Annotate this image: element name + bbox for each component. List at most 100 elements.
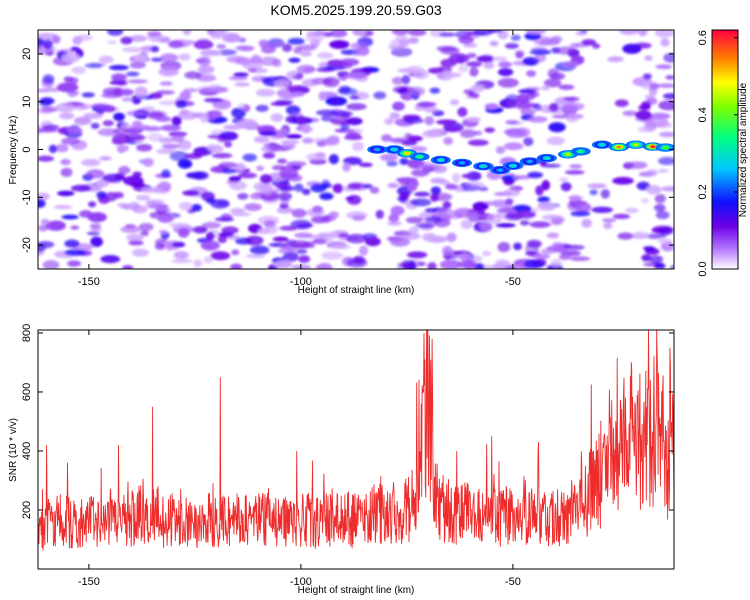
colorbar-tick-label: 0.0 [697, 261, 709, 276]
spectrogram-noise-blob [242, 60, 263, 70]
spectrogram-x-ticks: -150 -100 -50 [78, 30, 521, 288]
spectrogram-noise-blob [171, 116, 182, 126]
spectrogram-noise-blob [271, 164, 286, 171]
spectrogram-noise-blob [102, 120, 114, 127]
spectrogram-noise-blob [329, 40, 350, 49]
spectrogram-noise-blob [84, 63, 103, 69]
spectrogram-noise-blob [190, 204, 202, 212]
spectrogram-noise-blob [317, 262, 333, 269]
spectrogram-signal-track [367, 140, 674, 175]
spectrogram-noise-blob [350, 42, 368, 50]
spectrogram-noise-blob [649, 82, 660, 90]
spectrogram-noise-blob [661, 241, 674, 252]
signal-track-point [510, 164, 516, 168]
signal-track-point [480, 164, 486, 168]
spectrogram-noise-blob [184, 71, 202, 79]
colorbar: 0.0 0.2 0.4 0.6 Normalized spectral amplitu… [697, 29, 749, 277]
spectrogram-noise-blob [132, 205, 148, 214]
spectrogram-noise-blob [269, 135, 279, 141]
spectrogram-noise-blob [210, 86, 229, 93]
spectrogram-noise-blob [660, 38, 670, 47]
spectrogram-noise-blob [256, 165, 265, 171]
y-tick-label: 20 [21, 48, 33, 60]
spectrogram-noise-blob [106, 40, 118, 45]
spectrogram-noise-blob [466, 61, 483, 67]
spectrogram-noise-blob [525, 30, 546, 35]
spectrogram-noise-blob [395, 177, 418, 183]
spectrogram-noise-blob [192, 226, 208, 234]
spectrogram-noise-blob [38, 155, 54, 162]
y-tick-label: 10 [21, 96, 33, 108]
spectrogram-noise-blob [306, 208, 325, 217]
spectrogram-noise-blob [655, 64, 673, 70]
spectrogram-noise-blob [83, 112, 103, 120]
spectrogram-noise-blob [306, 153, 327, 161]
snr-y-ticks: 200 400 600 800 [21, 324, 674, 519]
spectrogram-noise-blob [169, 222, 190, 229]
spectrogram-noise-blob [665, 75, 674, 80]
spectrogram-noise-blob [537, 196, 550, 203]
spectrogram-noise-blob [463, 260, 477, 269]
spectrogram-noise-blob [60, 167, 73, 177]
spectrogram-noise-blob [445, 183, 458, 190]
spectrogram-noise-blob [67, 260, 82, 267]
spectrogram-noise-blob [116, 79, 128, 86]
spectrogram-noise-blob [404, 133, 413, 139]
spectrogram-noise-blob [193, 259, 203, 268]
spectrogram-noise-blob [345, 196, 355, 201]
spectrogram-noise-blob [662, 93, 674, 100]
spectrogram-noise-blob [259, 56, 280, 66]
spectrogram-noise-blob [484, 127, 496, 133]
spectrogram-noise-blob [208, 144, 224, 153]
x-tick-label: -100 [290, 276, 312, 288]
spectrogram-noise-blob [346, 257, 368, 268]
spectrogram-noise-blob [658, 156, 674, 166]
spectrogram-noise-blob [424, 116, 435, 126]
spectrogram-noise-blob [160, 53, 179, 63]
spectrogram-noise-blob [79, 210, 93, 218]
spectrogram-noise-blob [111, 73, 128, 81]
spectrogram-noise-blob [112, 191, 124, 199]
spectrogram-noise-blob [102, 87, 124, 95]
spectrogram-noise-blob [443, 137, 454, 145]
spectrogram-noise-blob [471, 92, 480, 99]
spectrogram-noise-blob [282, 251, 299, 262]
spectrogram-noise-blob [487, 173, 502, 178]
spectrogram-noise-blob [346, 117, 363, 126]
spectrogram-noise-blob [193, 40, 214, 50]
spectrogram-noise-blob [479, 221, 493, 232]
spectrogram-noise-blob [418, 161, 436, 170]
spectrogram-noise-blob [399, 38, 410, 47]
spectrogram-noise-blob [386, 160, 398, 167]
spectrogram-noise-blob [61, 214, 79, 220]
spectrogram-noise-blob [352, 51, 363, 57]
spectrogram-noise-blob [589, 189, 598, 196]
spectrogram-noise-blob [228, 76, 248, 81]
snr-frame [37, 329, 675, 570]
spectrogram-noise-blob [646, 185, 662, 195]
spectrogram-noise-blob [568, 195, 582, 202]
spectrogram-noise-blob [437, 65, 453, 74]
spectrogram-noise-blob [636, 181, 651, 191]
spectrogram-noise-blob [390, 237, 410, 247]
spectrogram-noise-blob [669, 265, 674, 269]
spectrogram-noise-blob [592, 43, 601, 49]
spectrogram-noise-blob [540, 248, 556, 255]
spectrogram-noise-blob [53, 205, 73, 210]
spectrogram-noise-blob [391, 30, 410, 36]
spectrogram-noise-blob [315, 109, 338, 116]
y-tick-label: 200 [21, 501, 33, 519]
spectrogram-noise-blob [126, 233, 144, 242]
spectrogram-noise-blob [296, 64, 316, 75]
spectrogram-noise-blob [503, 142, 524, 151]
spectrogram-noise-blob [290, 92, 305, 97]
spectrogram-noise-blob [498, 61, 512, 68]
spectrogram-noise-blob [175, 99, 188, 109]
spectrogram-noise-blob [352, 215, 365, 221]
spectrogram-noise-blob [512, 204, 532, 213]
spectrogram-noise-blob [403, 117, 425, 124]
spectrogram-noise-blob [473, 30, 494, 36]
spectrogram-noise-blob [548, 122, 566, 133]
spectrogram-noise-blob [338, 85, 351, 93]
